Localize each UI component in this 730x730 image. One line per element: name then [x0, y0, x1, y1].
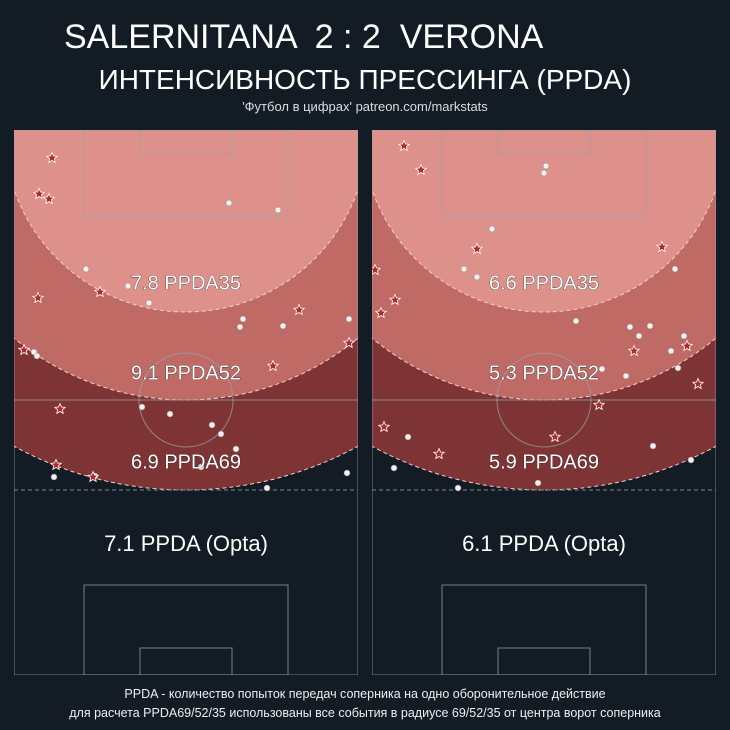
star-event [414, 163, 428, 176]
touch-event [345, 315, 353, 323]
star-event [342, 336, 356, 349]
star-event [470, 242, 484, 255]
touch-event [626, 323, 634, 331]
star-event [432, 447, 446, 460]
star-event [45, 151, 59, 164]
penalty-box [83, 130, 289, 217]
touch-event [236, 323, 244, 331]
touch-event [217, 430, 225, 438]
star-event [374, 306, 388, 319]
touch-event [454, 484, 462, 492]
star-event [292, 303, 306, 316]
center-circle [496, 352, 592, 448]
touch-event [274, 206, 282, 214]
touch-event [542, 162, 550, 170]
opta-label: 6.1 PPDA (Opta) [462, 531, 626, 556]
touch-event [197, 463, 205, 471]
star-event [49, 458, 63, 471]
star-event [372, 263, 382, 276]
panel [372, 130, 716, 675]
touch-event [488, 225, 496, 233]
star-event [680, 339, 694, 352]
touch-event [390, 464, 398, 472]
star-event [388, 293, 402, 306]
center-circle [138, 352, 234, 448]
touch-event [540, 169, 548, 177]
star-event [691, 377, 705, 390]
touch-event [239, 315, 247, 323]
star-event [53, 402, 67, 415]
touch-event [598, 365, 606, 373]
touch-event [82, 265, 90, 273]
touch-event [635, 332, 643, 340]
panel [14, 130, 358, 675]
zone-label: 6.6 PPDA35 [489, 272, 599, 294]
zone-label: 6.9 PPDA69 [131, 451, 241, 473]
touch-event [674, 364, 682, 372]
touch-event [680, 332, 688, 340]
touch-event [460, 265, 468, 273]
touch-event [124, 282, 132, 290]
credit: 'Футбол в цифрах' patreon.com/markstats [242, 99, 488, 114]
touch-event [572, 317, 580, 325]
zone-label: 5.3 PPDA52 [489, 362, 599, 384]
touch-event [473, 273, 481, 281]
touch-event [687, 456, 695, 464]
footer-line: PPDA - количество попыток передач соперн… [124, 687, 606, 701]
touch-event [208, 421, 216, 429]
star-event [397, 139, 411, 152]
goal-area [139, 130, 233, 155]
star-event [31, 291, 45, 304]
penalty-box [441, 584, 647, 675]
touch-event [166, 410, 174, 418]
footer-line: для расчета PPDA69/52/35 использованы вс… [69, 706, 661, 720]
star-event [42, 192, 56, 205]
zone [372, 130, 716, 313]
touch-event [263, 484, 271, 492]
touch-event [279, 322, 287, 330]
goal-area [139, 647, 233, 675]
touch-event [404, 433, 412, 441]
touch-event [50, 473, 58, 481]
touch-event [343, 469, 351, 477]
touch-event [649, 442, 657, 450]
star-event [377, 420, 391, 433]
title: SALERNITANA 2 : 2 VERONA [64, 18, 544, 56]
touch-event [138, 403, 146, 411]
goal-area [497, 647, 591, 675]
touch-event [33, 352, 41, 360]
star-event [627, 344, 641, 357]
touch-event [667, 347, 675, 355]
star-event [17, 343, 31, 356]
touch-event [225, 199, 233, 207]
star-event [266, 359, 280, 372]
touch-event [232, 445, 240, 453]
star-event [93, 285, 107, 298]
star-event [548, 430, 562, 443]
zone-label: 5.9 PPDA69 [489, 451, 599, 473]
star-event [592, 398, 606, 411]
penalty-box [83, 584, 289, 675]
star-event [32, 187, 46, 200]
zone-label: 9.1 PPDA52 [131, 362, 241, 384]
penalty-box [441, 130, 647, 217]
zone [14, 130, 358, 313]
touch-event [671, 265, 679, 273]
star-event [655, 240, 669, 253]
touch-event [534, 479, 542, 487]
zone-label: 7.8 PPDA35 [131, 272, 241, 294]
touch-event [646, 322, 654, 330]
touch-event [622, 372, 630, 380]
star-event [86, 470, 100, 483]
opta-label: 7.1 PPDA (Opta) [104, 531, 268, 556]
subtitle: ИНТЕНСИВНОСТЬ ПРЕССИНГА (PPDA) [98, 64, 632, 95]
goal-area [497, 130, 591, 155]
touch-event [145, 299, 153, 307]
